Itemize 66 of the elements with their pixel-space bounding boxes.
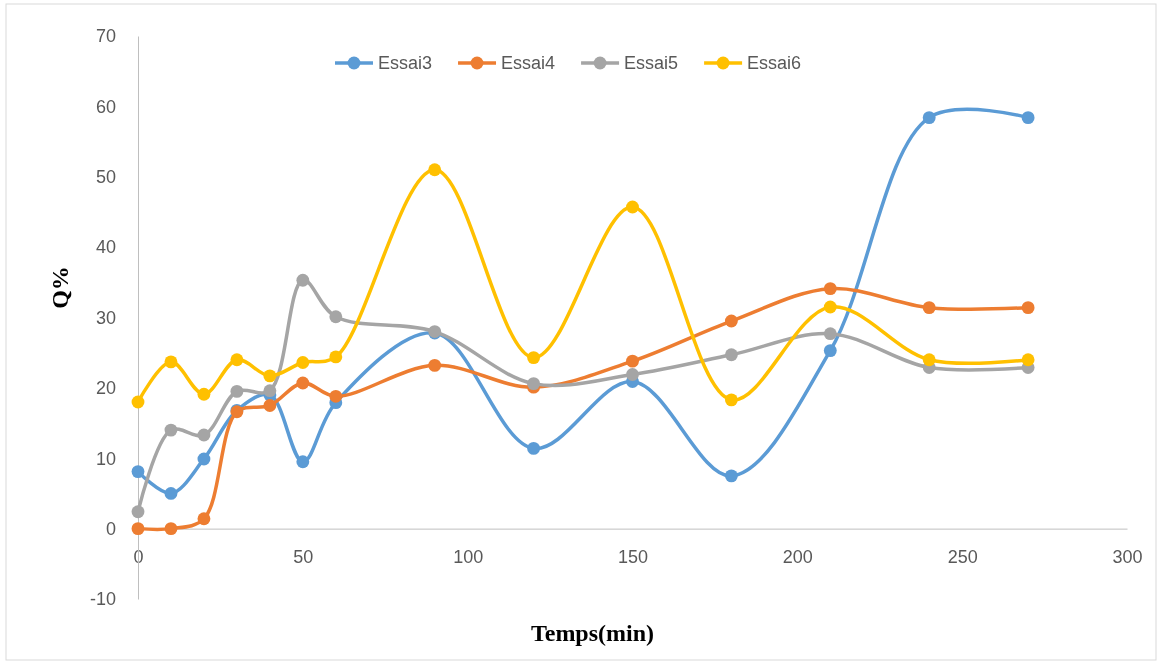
- y-tick-label: 30: [95, 307, 116, 328]
- point: [197, 387, 211, 401]
- point: [164, 355, 178, 369]
- point: [329, 350, 343, 364]
- point: [263, 399, 277, 412]
- point: [922, 353, 936, 367]
- point: [1021, 111, 1035, 125]
- legend-label: Essai5: [624, 53, 679, 73]
- x-tick-label: 150: [617, 547, 649, 568]
- point: [626, 200, 639, 214]
- point: [724, 393, 738, 407]
- point: [329, 310, 343, 324]
- point: [823, 344, 837, 357]
- point: [922, 301, 936, 315]
- point: [230, 353, 244, 367]
- point: [823, 282, 837, 296]
- y-axis-title: Q%: [47, 266, 73, 309]
- point: [197, 512, 211, 526]
- y-tick-label: 60: [95, 96, 116, 117]
- point: [197, 428, 211, 442]
- point: [131, 522, 145, 536]
- point: [296, 273, 310, 287]
- point: [1021, 301, 1035, 315]
- point: [296, 376, 310, 390]
- point: [428, 358, 442, 372]
- point: [626, 354, 639, 368]
- point: [724, 314, 738, 328]
- point: [1021, 353, 1035, 367]
- x-tick-label: 200: [782, 547, 813, 568]
- point: [922, 111, 936, 125]
- y-tick-label: 50: [95, 167, 116, 188]
- x-axis-title: Temps(min): [530, 620, 655, 646]
- point: [626, 368, 639, 381]
- point: [263, 369, 277, 383]
- point: [823, 300, 837, 314]
- point: [527, 441, 541, 455]
- x-tick-label: 50: [293, 547, 314, 568]
- x-tick-label: 100: [453, 547, 484, 568]
- point: [296, 455, 310, 469]
- point: [164, 423, 178, 437]
- point: [164, 487, 178, 500]
- legend-label: Essai3: [378, 53, 433, 73]
- y-tick-label: 0: [105, 518, 116, 539]
- point: [230, 384, 244, 398]
- y-tick-label: 70: [95, 26, 116, 47]
- legend-label: Essai6: [747, 53, 802, 73]
- point: [724, 469, 738, 483]
- y-tick-label: 40: [95, 237, 116, 258]
- point: [131, 465, 145, 479]
- point: [197, 452, 211, 466]
- x-tick-label: 250: [947, 547, 978, 568]
- point: [724, 348, 738, 362]
- y-tick-label: -10: [89, 589, 116, 610]
- x-tick-label: 300: [1112, 547, 1143, 568]
- legend-label: Essai4: [501, 53, 556, 73]
- point: [131, 395, 145, 409]
- y-tick-label: 20: [95, 378, 116, 399]
- point: [329, 389, 343, 403]
- point: [296, 356, 310, 369]
- point: [428, 163, 442, 177]
- point: [263, 384, 277, 398]
- point: [527, 351, 541, 365]
- point: [131, 505, 145, 519]
- point: [164, 522, 178, 536]
- point: [823, 327, 837, 341]
- y-tick-label: 10: [95, 448, 116, 469]
